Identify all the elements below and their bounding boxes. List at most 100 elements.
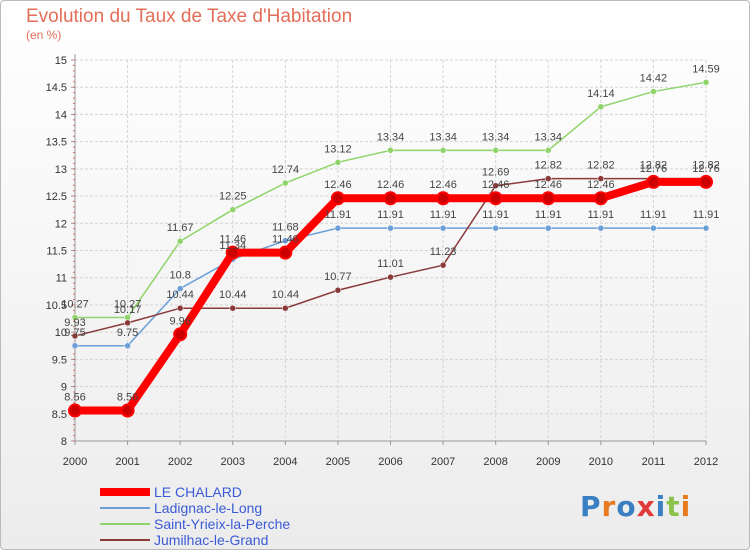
- data-label: 9.75: [64, 327, 85, 339]
- data-label: 11.91: [482, 209, 509, 221]
- y-tick-label: 12: [55, 218, 67, 230]
- data-point: [71, 332, 79, 340]
- x-tick-label: 2009: [536, 456, 560, 468]
- data-label: 10.77: [324, 271, 352, 283]
- brand-letter: r: [601, 490, 617, 523]
- data-point: [702, 224, 710, 232]
- data-label: 12.76: [640, 163, 668, 175]
- data-label: 9.93: [64, 317, 85, 329]
- data-label: 11.34: [219, 240, 246, 252]
- data-point: [176, 304, 184, 312]
- data-label: 10.27: [114, 298, 142, 310]
- chart-title: Evolution du Taux de Taxe d'Habitation: [26, 6, 353, 27]
- data-label: 12.69: [482, 167, 510, 179]
- x-tick-label: 2005: [326, 456, 350, 468]
- x-tick-label: 2004: [273, 456, 297, 468]
- legend-item: LE CHALARD: [100, 484, 242, 500]
- data-label: 12.46: [377, 179, 405, 191]
- data-label: 10.17: [114, 304, 142, 316]
- data-label: 12.82: [587, 160, 615, 172]
- y-tick-label: 10: [55, 327, 67, 339]
- data-label: 13.34: [534, 131, 562, 143]
- data-label: 11.67: [167, 222, 194, 234]
- data-point: [650, 88, 657, 95]
- data-point: [439, 147, 447, 154]
- data-point: [124, 342, 131, 349]
- data-point: [650, 224, 657, 232]
- x-tick-label: 2006: [378, 456, 402, 468]
- data-point: [176, 285, 184, 292]
- x-tick-label: 2008: [483, 456, 507, 468]
- y-tick-label: 9.5: [52, 354, 67, 366]
- data-point: [646, 174, 661, 189]
- brand-letter: i: [680, 490, 692, 523]
- y-tick-label: 8.5: [52, 409, 67, 421]
- data-point: [436, 191, 451, 206]
- data-label: 12.82: [692, 160, 720, 172]
- data-label: 10.44: [166, 289, 194, 301]
- data-point: [597, 103, 605, 111]
- data-label: 12.46: [482, 179, 510, 191]
- brand-letter: i: [655, 490, 667, 523]
- data-point: [597, 175, 605, 182]
- data-point: [492, 224, 499, 232]
- data-point: [699, 174, 713, 189]
- data-point: [492, 147, 499, 154]
- data-label: 14.59: [692, 63, 720, 75]
- data-label: 11.91: [430, 209, 457, 221]
- data-label: 11.46: [272, 234, 299, 246]
- y-tick-label: 14: [55, 109, 67, 121]
- y-tick-label: 10.5: [46, 300, 67, 312]
- data-point: [124, 319, 131, 327]
- x-tick-label: 2001: [115, 456, 139, 468]
- data-point: [545, 147, 552, 154]
- legend-item: Jumilhac-le-Grand: [100, 532, 268, 548]
- data-point: [597, 224, 605, 232]
- data-label: 9.96: [169, 315, 190, 327]
- data-label: 11.91: [693, 209, 720, 221]
- data-label: 11.91: [535, 209, 562, 221]
- data-label: 12.76: [692, 163, 720, 175]
- x-tick-label: 2002: [168, 456, 192, 468]
- data-label: 8.56: [117, 392, 138, 404]
- y-tick-label: 9: [61, 382, 67, 394]
- data-label: 11.91: [325, 209, 352, 221]
- data-label: 12.25: [219, 191, 247, 203]
- data-point: [173, 327, 188, 342]
- brand-letter: x: [636, 490, 656, 523]
- brand-letter: P: [580, 490, 602, 523]
- data-label: 10.44: [272, 289, 300, 301]
- data-point: [71, 314, 79, 321]
- data-point: [702, 79, 710, 86]
- legend-swatch: [100, 488, 150, 496]
- data-label: 12.74: [272, 164, 300, 176]
- data-point: [593, 191, 608, 206]
- data-label: 11.23: [430, 246, 457, 258]
- data-label: 12.46: [429, 179, 457, 191]
- data-label: 11.91: [377, 209, 404, 221]
- data-point: [282, 237, 289, 244]
- y-tick-label: 12.5: [46, 191, 67, 203]
- legend-label: LE CHALARD: [154, 484, 242, 500]
- data-label: 10.8: [169, 270, 190, 282]
- y-tick-label: 13: [55, 164, 67, 176]
- data-label: 11.68: [272, 222, 299, 234]
- data-label: 13.34: [377, 131, 405, 143]
- x-tick-label: 2012: [694, 456, 718, 468]
- legend-label: Saint-Yrieix-la-Perche: [154, 516, 291, 532]
- data-label: 11.91: [587, 209, 614, 221]
- data-point: [387, 147, 394, 154]
- x-tick-label: 2000: [63, 456, 87, 468]
- data-point: [387, 224, 394, 232]
- data-point: [439, 224, 447, 232]
- x-tick-label: 2003: [221, 456, 245, 468]
- data-label: 14.14: [587, 88, 615, 100]
- data-point: [278, 245, 293, 260]
- data-label: 11.01: [377, 258, 404, 270]
- data-label: 12.46: [587, 179, 615, 191]
- brand-letter: o: [616, 490, 637, 523]
- chart-subtitle: (en %): [26, 28, 62, 42]
- data-label: 12.82: [640, 160, 668, 172]
- data-point: [492, 182, 499, 189]
- brand-letter: t: [666, 490, 681, 523]
